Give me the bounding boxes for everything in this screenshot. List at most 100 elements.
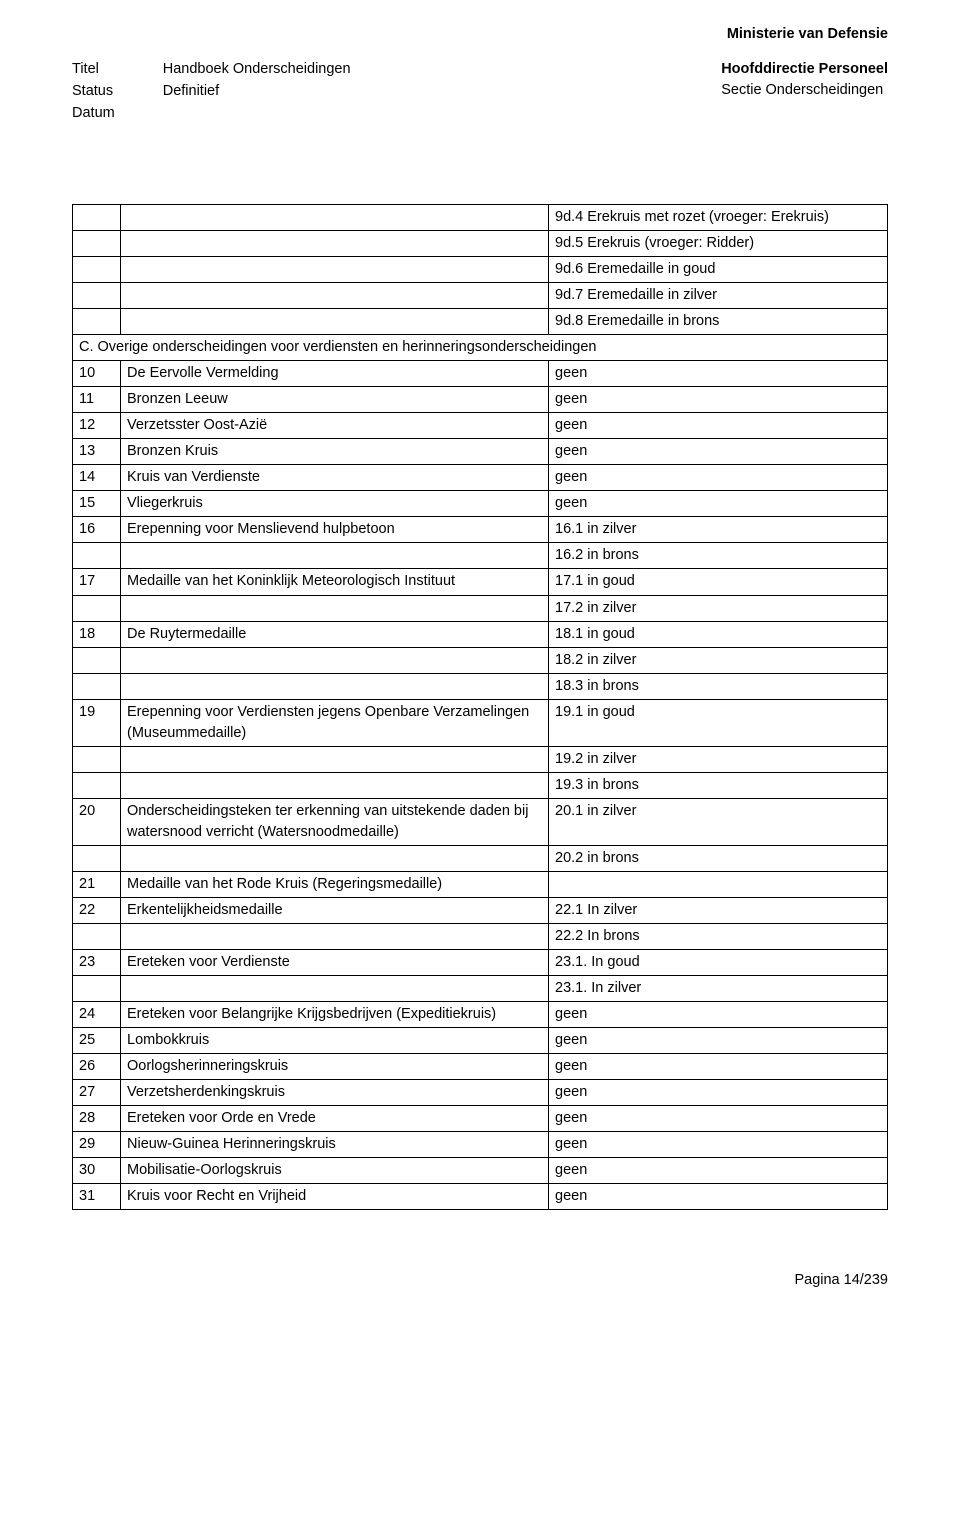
cell-c2: Vliegerkruis (121, 491, 549, 517)
cell-c1: 16 (73, 517, 121, 543)
table-row: 31Kruis voor Recht en Vrijheidgeen (73, 1183, 888, 1209)
cell-c3: geen (549, 361, 888, 387)
table-row: 12Verzetsster Oost-Aziëgeen (73, 413, 888, 439)
cell-c3: 9d.4 Erekruis met rozet (vroeger: Erekru… (549, 205, 888, 231)
cell-c3: 17.1 in goud (549, 569, 888, 595)
table-row: 27Verzetsherdenkingskruisgeen (73, 1079, 888, 1105)
cell-c1: 10 (73, 361, 121, 387)
cell-c1: 31 (73, 1183, 121, 1209)
cell-c2: Onderscheidingsteken ter erkenning van u… (121, 798, 549, 845)
cell-c2: Bronzen Leeuw (121, 387, 549, 413)
header-value-column: Handboek Onderscheidingen Definitief (163, 59, 351, 124)
table-row: 9d.4 Erekruis met rozet (vroeger: Erekru… (73, 205, 888, 231)
table-row: 14Kruis van Verdienstegeen (73, 465, 888, 491)
cell-c3: 23.1. In goud (549, 949, 888, 975)
cell-c3: geen (549, 387, 888, 413)
cell-c3: 23.1. In zilver (549, 975, 888, 1001)
cell-c1: 21 (73, 871, 121, 897)
cell-c3: 9d.6 Eremedaille in goud (549, 257, 888, 283)
cell-c1 (73, 595, 121, 621)
table-row: 16Erepenning voor Menslievend hulpbetoon… (73, 517, 888, 543)
cell-c2 (121, 309, 549, 335)
cell-c1 (73, 673, 121, 699)
header-left: Titel Status Datum Handboek Onderscheidi… (72, 59, 351, 124)
cell-c3: 20.1 in zilver (549, 798, 888, 845)
table-row: 13Bronzen Kruisgeen (73, 439, 888, 465)
cell-c1: 29 (73, 1131, 121, 1157)
table-row: 11Bronzen Leeuwgeen (73, 387, 888, 413)
cell-c2: Medaille van het Rode Kruis (Regeringsme… (121, 871, 549, 897)
cell-c3: geen (549, 1183, 888, 1209)
cell-c3: 16.2 in brons (549, 543, 888, 569)
table-row: 19.3 in brons (73, 772, 888, 798)
cell-c1 (73, 309, 121, 335)
table-row: 18.3 in brons (73, 673, 888, 699)
cell-c2 (121, 231, 549, 257)
cell-c3: geen (549, 1131, 888, 1157)
cell-c1: 28 (73, 1105, 121, 1131)
cell-c3: geen (549, 491, 888, 517)
table-row: 9d.5 Erekruis (vroeger: Ridder) (73, 231, 888, 257)
cell-c1: 26 (73, 1053, 121, 1079)
table-row: 29Nieuw-Guinea Herinneringskruisgeen (73, 1131, 888, 1157)
cell-c2: Erepenning voor Menslievend hulpbetoon (121, 517, 549, 543)
table-row: 10De Eervolle Vermeldinggeen (73, 361, 888, 387)
cell-c2: Bronzen Kruis (121, 439, 549, 465)
table-row: 28Ereteken voor Orde en Vredegeen (73, 1105, 888, 1131)
cell-c1: 13 (73, 439, 121, 465)
value-titel: Handboek Onderscheidingen (163, 59, 351, 81)
cell-c2: Verzetsherdenkingskruis (121, 1079, 549, 1105)
cell-c3: geen (549, 1027, 888, 1053)
header-top: Ministerie van Defensie (72, 24, 888, 45)
table-row: 15Vliegerkruisgeen (73, 491, 888, 517)
label-status: Status (72, 81, 115, 103)
cell-c1: 17 (73, 569, 121, 595)
cell-c2: Ereteken voor Orde en Vrede (121, 1105, 549, 1131)
page-number: Pagina 14/239 (794, 1272, 888, 1288)
directorate-name: Hoofddirectie Personeel (721, 59, 888, 80)
table-row: 18.2 in zilver (73, 647, 888, 673)
document-page: Ministerie van Defensie Titel Status Dat… (0, 0, 960, 1331)
table-row: C. Overige onderscheidingen voor verdien… (73, 335, 888, 361)
table-row: 9d.6 Eremedaille in goud (73, 257, 888, 283)
table-row: 19.2 in zilver (73, 746, 888, 772)
cell-c1 (73, 746, 121, 772)
cell-c1 (73, 283, 121, 309)
cell-c1 (73, 257, 121, 283)
cell-c1: 12 (73, 413, 121, 439)
cell-c3: 18.2 in zilver (549, 647, 888, 673)
table-row: 30Mobilisatie-Oorlogskruisgeen (73, 1157, 888, 1183)
cell-c3: 9d.8 Eremedaille in brons (549, 309, 888, 335)
cell-c1: 27 (73, 1079, 121, 1105)
cell-c3: 18.1 in goud (549, 621, 888, 647)
organization-name: Ministerie van Defensie (727, 24, 888, 45)
cell-c1: 30 (73, 1157, 121, 1183)
cell-c2 (121, 647, 549, 673)
table-row: 19Erepenning voor Verdiensten jegens Ope… (73, 699, 888, 746)
cell-c2 (121, 923, 549, 949)
cell-c2: Erepenning voor Verdiensten jegens Openb… (121, 699, 549, 746)
table-row: 22Erkentelijkheidsmedaille22.1 In zilver (73, 897, 888, 923)
cell-c3: 16.1 in zilver (549, 517, 888, 543)
cell-c2 (121, 746, 549, 772)
cell-c2 (121, 595, 549, 621)
cell-c2 (121, 673, 549, 699)
cell-c2: De Eervolle Vermelding (121, 361, 549, 387)
cell-c1 (73, 845, 121, 871)
cell-c2: Mobilisatie-Oorlogskruis (121, 1157, 549, 1183)
cell-c1: 22 (73, 897, 121, 923)
table-row: 16.2 in brons (73, 543, 888, 569)
cell-c3: 17.2 in zilver (549, 595, 888, 621)
cell-c3: 19.1 in goud (549, 699, 888, 746)
table-row: 9d.8 Eremedaille in brons (73, 309, 888, 335)
cell-c2 (121, 205, 549, 231)
header-row: Titel Status Datum Handboek Onderscheidi… (72, 59, 888, 124)
cell-c3: geen (549, 413, 888, 439)
cell-c1: 20 (73, 798, 121, 845)
cell-c2 (121, 975, 549, 1001)
cell-c1 (73, 975, 121, 1001)
table-row: 24Ereteken voor Belangrijke Krijgsbedrij… (73, 1001, 888, 1027)
table-row: 22.2 In brons (73, 923, 888, 949)
table-row: 26Oorlogsherinneringskruisgeen (73, 1053, 888, 1079)
cell-c3: 22.2 In brons (549, 923, 888, 949)
